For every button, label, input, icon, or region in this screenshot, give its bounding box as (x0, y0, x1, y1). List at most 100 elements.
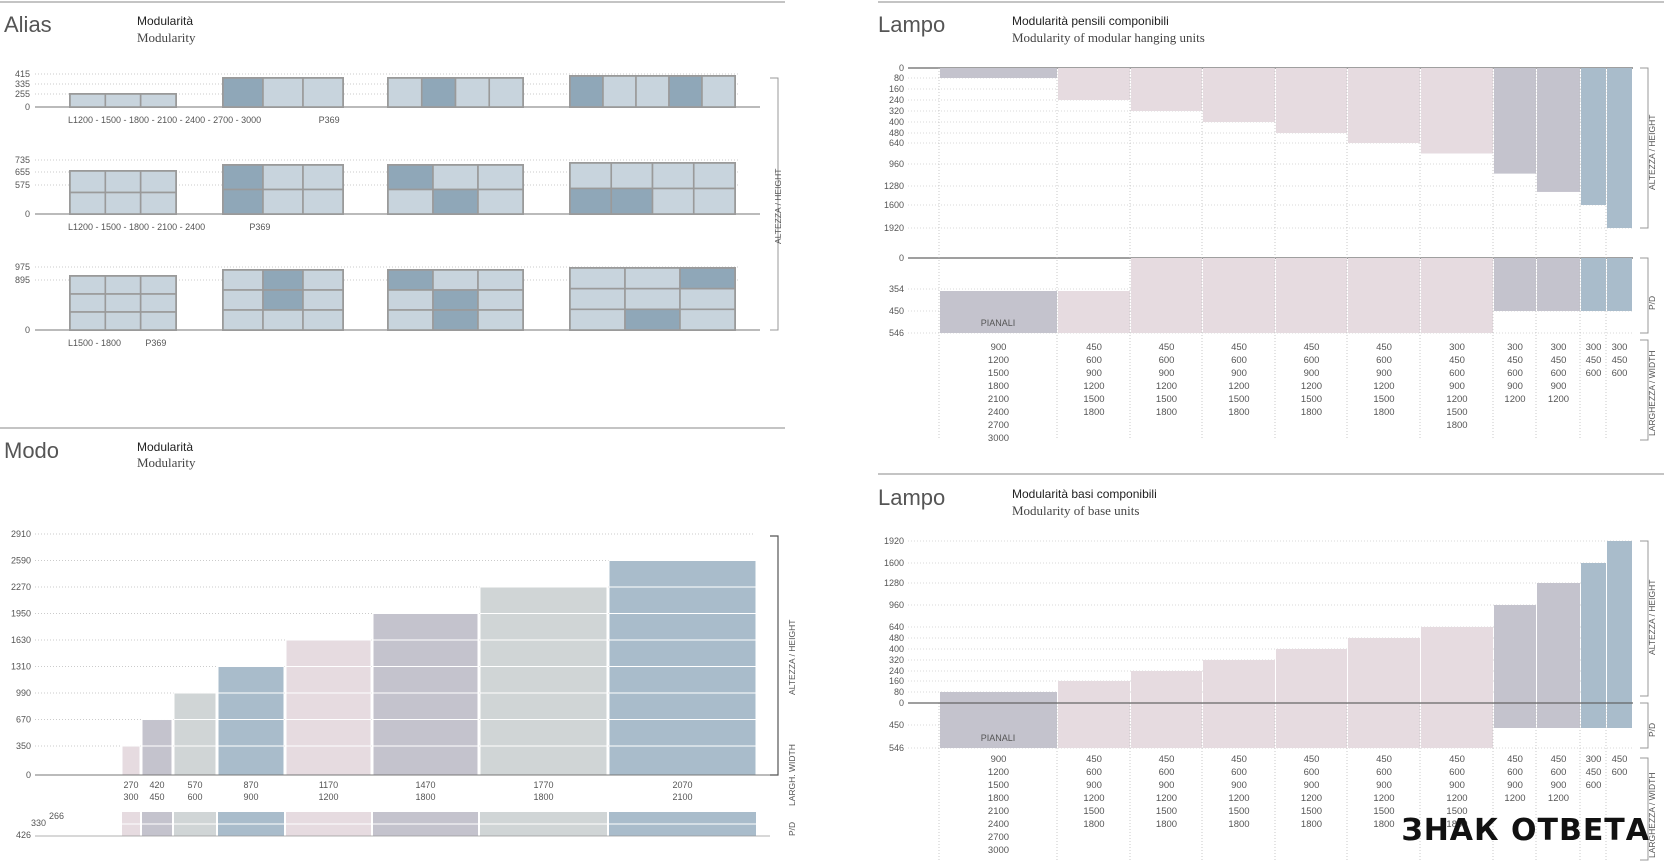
alias-cell (387, 309, 434, 331)
lw-width-value: 600 (1376, 355, 1392, 366)
lw-width-value: 1800 (1083, 407, 1104, 418)
alias-side-label: ALTEZZA / HEIGHT (773, 169, 783, 244)
lampo-base-subtitle-it: Modularità basi componibili (1012, 487, 1157, 501)
lb-depth-tick: 546 (889, 743, 904, 753)
alias-cell (651, 162, 695, 190)
lw-depth-bar (1421, 258, 1493, 333)
lb-width-value: 1200 (1228, 793, 1249, 804)
modo-y-tick-label: 2590 (11, 556, 31, 566)
lw-width-value: 450 (1507, 355, 1523, 366)
modo-width-label: 1800 (533, 792, 553, 802)
alias-tick-label: 0 (25, 209, 30, 219)
lb-height-bar (1058, 681, 1130, 703)
lw-width-value: 450 (1086, 342, 1102, 353)
lb-height-tick: 320 (889, 655, 904, 665)
lb-width-value: 900 (1086, 780, 1102, 791)
alias-cell (104, 170, 142, 194)
lw-width-value: 1500 (1228, 394, 1249, 405)
modo-depth-tick: 266 (49, 811, 64, 821)
alias-cell (69, 191, 107, 215)
lw-depth-tick: 354 (889, 284, 904, 294)
lb-width-value: 900 (1159, 780, 1175, 791)
lw-height-bracket (1640, 67, 1649, 229)
lw-width-value: 3000 (988, 433, 1009, 444)
alias-cell (569, 187, 613, 215)
modo-column (121, 745, 141, 776)
lw-height-tick: 320 (889, 106, 904, 116)
lampo-wall-subtitle-it: Modularità pensili componibili (1012, 14, 1169, 28)
alias-height-bracket (770, 77, 779, 331)
modo-width-label: 420 (149, 780, 164, 790)
lw-width-value: 600 (1586, 368, 1602, 379)
alias-cell (104, 311, 142, 331)
modo-subtitle-en: Modularity (137, 455, 196, 470)
alias-tick-label: 975 (15, 262, 30, 272)
alias-cell (104, 293, 142, 313)
alias-cell (222, 77, 264, 108)
modo-column (479, 586, 608, 776)
alias-cell (602, 75, 637, 108)
alias-cell (104, 93, 142, 108)
lw-width-value: 1800 (1373, 407, 1394, 418)
lw-width-value: 1800 (1156, 407, 1177, 418)
lb-width-value: 450 (1586, 767, 1602, 778)
alias-tick-label: 255 (15, 89, 30, 99)
lb-width-value: 1500 (1156, 806, 1177, 817)
lw-width-value: 900 (1231, 368, 1247, 379)
lb-width-value: 1200 (1301, 793, 1322, 804)
alias-subtitle-en: Modularity (137, 30, 196, 45)
alias-cell (477, 289, 524, 311)
alias-cell (432, 289, 479, 311)
modo-column (372, 613, 479, 776)
lampo-wall-diagram: 0801602403204004806409601280160019200354… (884, 63, 1657, 444)
lb-width-value: 1500 (1301, 806, 1322, 817)
alias-cell (569, 267, 626, 290)
alias-cell (139, 293, 177, 313)
lb-height-tick: 960 (889, 600, 904, 610)
lw-width-value: 450 (1376, 342, 1392, 353)
lb-width-label: LARGHEZZA / WIDTH (1647, 773, 1657, 858)
modo-y-tick-label: 1310 (11, 662, 31, 672)
lb-width-value: 3000 (988, 845, 1009, 856)
alias-cell (302, 309, 344, 331)
lb-width-value: 1800 (988, 793, 1009, 804)
alias-cell (624, 287, 681, 311)
lb-width-value: 450 (1612, 754, 1628, 765)
modo-width-label: 2070 (672, 780, 692, 790)
lw-depth-bar (1058, 291, 1130, 333)
lb-width-value: 450 (1507, 754, 1523, 765)
alias-tick-label: 0 (25, 102, 30, 112)
lw-pianali-label: PIANALI (981, 318, 1016, 328)
alias-row-caption: L1500 - 1800 (68, 338, 121, 348)
alias-title: Alias (4, 12, 52, 37)
alias-tick-label: 895 (15, 275, 30, 285)
alias-cell (420, 77, 457, 108)
alias-row-caption: L1200 - 1500 - 1800 - 2100 - 2400 - 2700… (68, 115, 261, 125)
lb-width-value: 300 (1586, 754, 1602, 765)
lw-width-value: 900 (1376, 368, 1392, 379)
alias-cell (262, 309, 304, 331)
modo-height-label: ALTEZZA / HEIGHT (787, 620, 797, 695)
modo-y-tick-label: 1630 (11, 635, 31, 645)
lw-height-bar (1421, 68, 1493, 154)
lb-depth-bar (1421, 703, 1493, 748)
alias-cell (302, 269, 344, 291)
lb-depth-label: P/D (1647, 723, 1657, 737)
modo-diagram: 2910 2590 2270 1950 1630 1310 990 670 350 0 270 300… (11, 529, 797, 840)
lw-width-label: LARGHEZZA / WIDTH (1647, 351, 1657, 436)
alias-tick-label: 575 (15, 180, 30, 190)
lw-height-tick: 0 (899, 63, 904, 73)
lb-width-value: 2700 (988, 832, 1009, 843)
lb-width-value: 600 (1376, 767, 1392, 778)
alias-cell (668, 75, 703, 108)
lb-width-value: 1200 (1446, 793, 1467, 804)
lw-width-bracket (1640, 339, 1649, 441)
modo-depth-tick: 330 (31, 818, 46, 828)
alias-cell (679, 308, 736, 331)
alias-cell (262, 77, 304, 108)
lw-width-value: 900 (1304, 368, 1320, 379)
alias-cell (692, 162, 736, 190)
lw-width-value: 300 (1551, 342, 1567, 353)
